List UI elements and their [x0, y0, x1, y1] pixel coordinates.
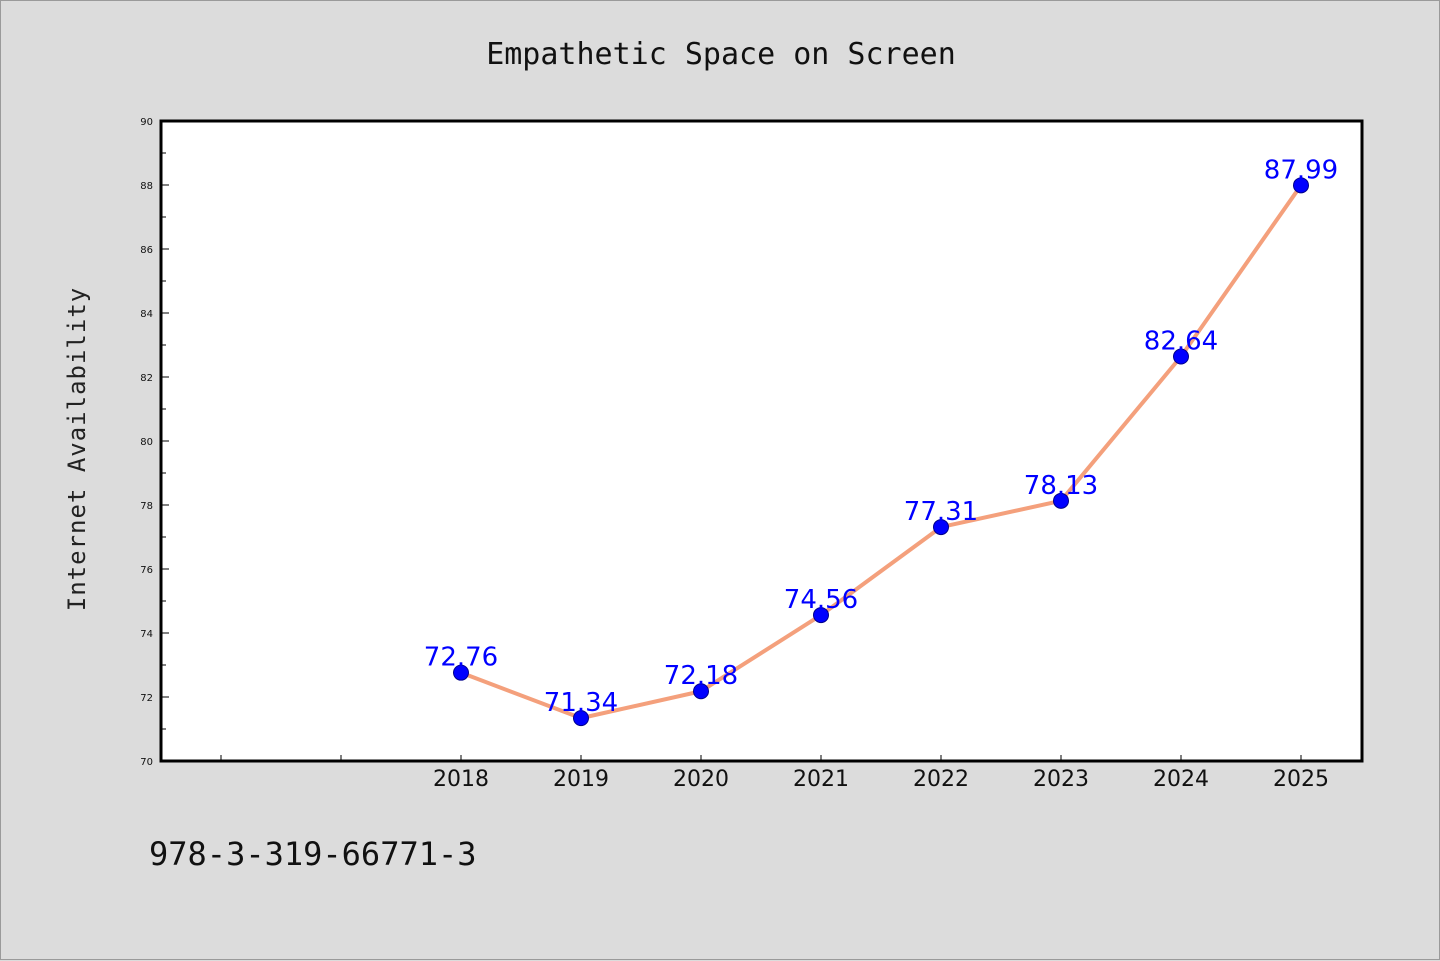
data-label: 72.76 [424, 643, 498, 673]
series-layer [453, 177, 1309, 727]
x-tick-label: 2023 [1033, 767, 1089, 792]
y-axis-label: Internet Availability [63, 287, 91, 611]
isbn-text: 978-3-319-66771-3 [149, 835, 477, 873]
y-tick-label: 86 [140, 245, 153, 256]
y-tick-label: 74 [140, 629, 153, 640]
x-tick-label: 2018 [433, 767, 489, 792]
data-label: 87.99 [1264, 155, 1338, 185]
data-label: 82.64 [1144, 327, 1218, 357]
plot-area [161, 121, 1362, 761]
data-label: 74.56 [784, 585, 858, 615]
data-label: 77.31 [904, 497, 978, 527]
plot-border [159, 119, 1364, 763]
y-tick-label: 70 [140, 757, 153, 768]
y-tick-label: 76 [140, 565, 153, 576]
data-point [1293, 177, 1309, 194]
y-tick-label: 72 [140, 693, 153, 704]
chart-title: Empathetic Space on Screen [486, 37, 956, 72]
x-tick-label: 2021 [793, 767, 849, 792]
series-line [459, 183, 1303, 721]
x-tick-label: 2020 [673, 767, 729, 792]
data-point [693, 683, 709, 700]
x-tick-label: 2022 [913, 767, 969, 792]
data-point [453, 664, 469, 681]
y-tick-label: 82 [140, 373, 153, 384]
y-tick-label: 88 [140, 181, 153, 192]
x-tick-label: 2019 [553, 767, 609, 792]
x-tick-label: 2024 [1153, 767, 1209, 792]
y-axis: 70 72 74 76 78 80 82 84 86 88 90 [140, 117, 169, 768]
data-point [933, 519, 949, 536]
data-label: 71.34 [544, 688, 618, 718]
data-label: 72.18 [664, 661, 738, 691]
data-point [1053, 492, 1069, 509]
y-tick-label: 78 [140, 501, 153, 512]
y-tick-label: 84 [140, 309, 153, 320]
x-axis: 2018 2019 2020 2021 2022 2023 2024 2025 [220, 755, 1329, 792]
x-tick-label: 2025 [1273, 767, 1329, 792]
data-label: 78.13 [1024, 471, 1098, 501]
y-tick-label: 90 [140, 117, 153, 128]
data-point [813, 607, 829, 624]
y-tick-label: 80 [140, 437, 153, 448]
data-point [573, 710, 589, 727]
data-labels: 72.76 71.34 72.18 74.56 77.31 78.13 82.64 87.99 [424, 155, 1338, 718]
data-point [1173, 348, 1189, 365]
